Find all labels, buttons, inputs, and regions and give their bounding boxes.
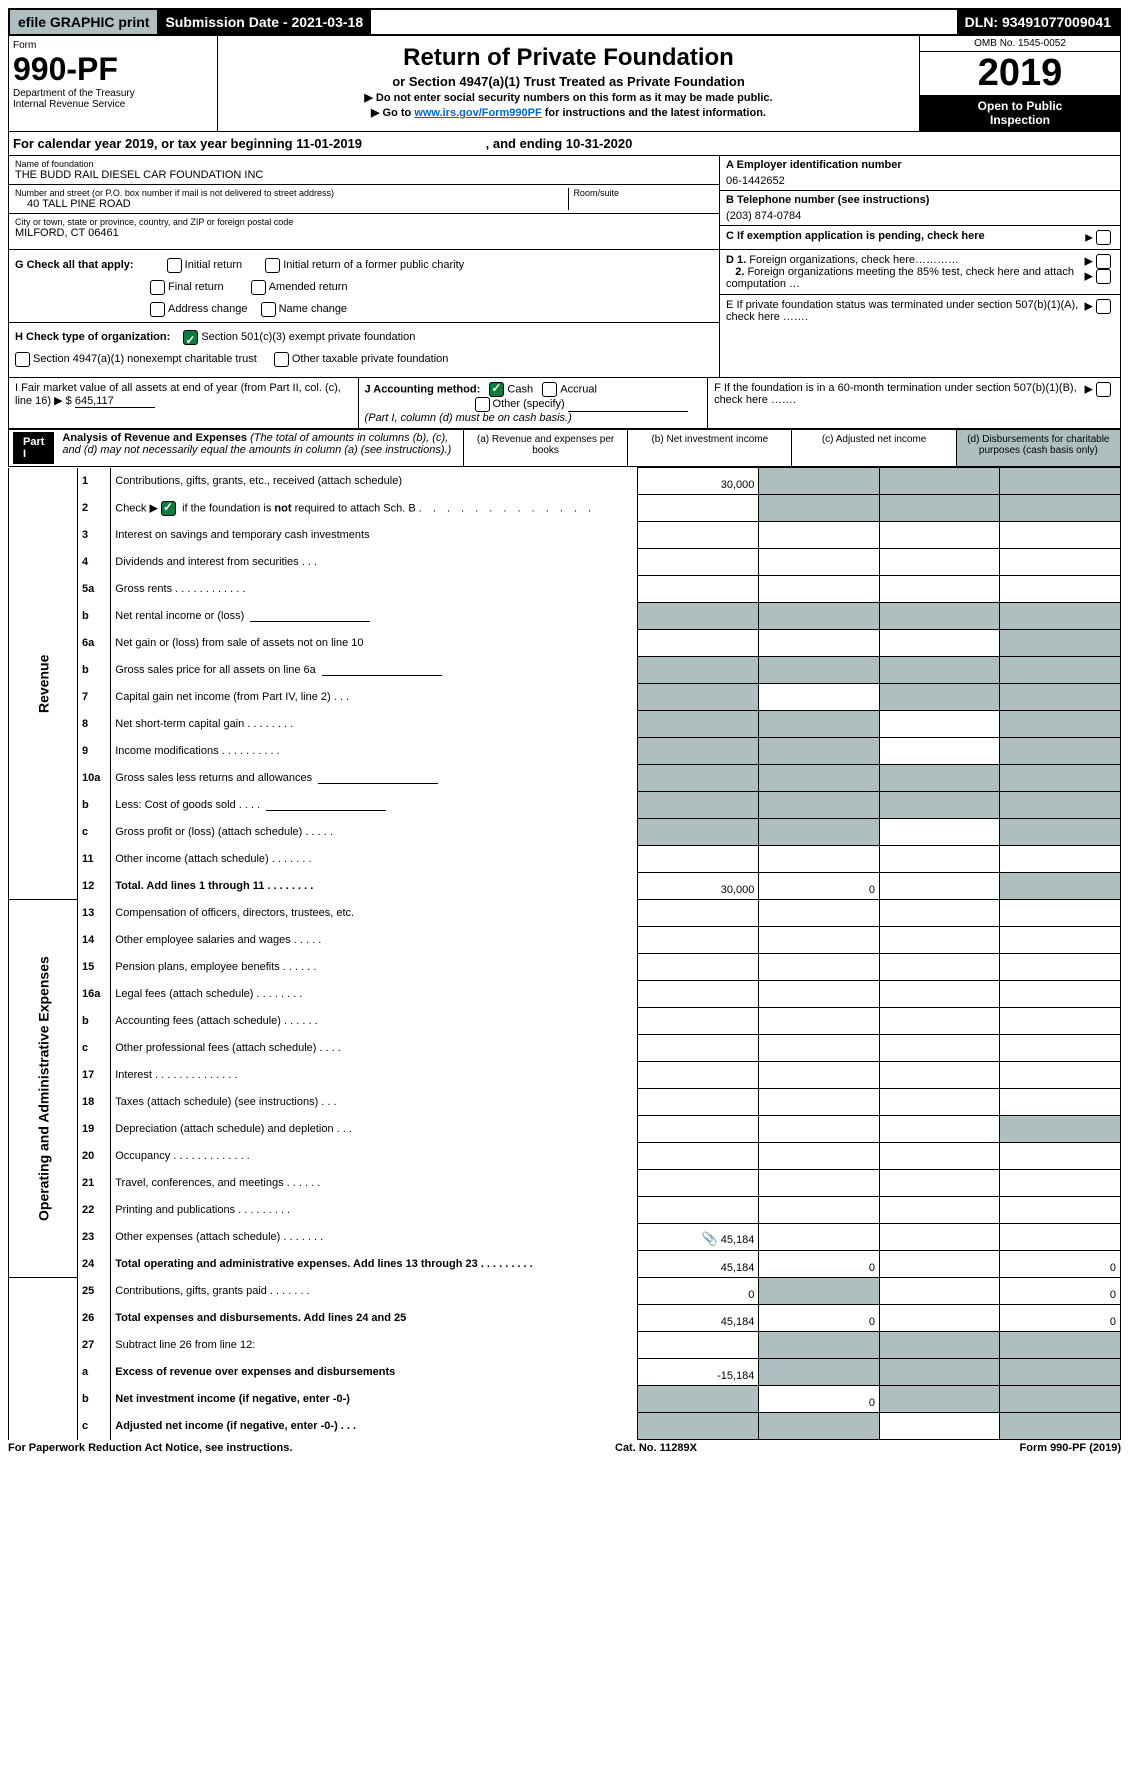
part1-header: Part I Analysis of Revenue and Expenses … [8, 429, 1121, 467]
d1-checkbox[interactable] [1096, 254, 1111, 269]
ein: 06-1442652 [726, 171, 1114, 187]
identity-block: Name of foundationTHE BUDD RAIL DIESEL C… [8, 156, 1121, 378]
j-accrual[interactable] [542, 382, 557, 397]
j-other[interactable] [475, 397, 490, 412]
e-checkbox[interactable] [1096, 299, 1111, 314]
city-state-zip: MILFORD, CT 06461 [15, 227, 713, 239]
form-number: 990-PF [13, 51, 213, 88]
omb-number: OMB No. 1545-0052 [920, 36, 1120, 52]
j-cash[interactable] [489, 382, 504, 397]
submission-date: Submission Date - 2021-03-18 [157, 10, 371, 34]
c-checkbox[interactable] [1096, 230, 1111, 245]
i-j-f-block: I Fair market value of all assets at end… [8, 378, 1121, 429]
col-b: (b) Net investment income [627, 430, 791, 466]
form-label: Form [13, 40, 213, 51]
expenses-side: Operating and Administrative Expenses [9, 900, 78, 1278]
f-checkbox[interactable] [1096, 382, 1111, 397]
analysis-table: Revenue1Contributions, gifts, grants, et… [8, 467, 1121, 1440]
top-bar: efile GRAPHIC print Submission Date - 20… [8, 8, 1121, 36]
form-header: Form 990-PF Department of the Treasury I… [8, 36, 1121, 132]
g-final[interactable] [150, 280, 165, 295]
part1-label: Part I [13, 432, 54, 464]
h-4947[interactable] [15, 352, 30, 367]
col-a: (a) Revenue and expenses per books [463, 430, 627, 466]
phone: (203) 874-0784 [726, 206, 1114, 222]
form-subtitle: or Section 4947(a)(1) Trust Treated as P… [224, 74, 913, 89]
h-501c3[interactable] [183, 330, 198, 345]
col-d: (d) Disbursements for charitable purpose… [956, 430, 1120, 466]
dept-label: Department of the Treasury [13, 88, 213, 99]
g-name[interactable] [261, 302, 276, 317]
irs-label: Internal Revenue Service [13, 99, 213, 110]
calendar-year-line: For calendar year 2019, or tax year begi… [8, 132, 1121, 156]
foundation-name: THE BUDD RAIL DIESEL CAR FOUNDATION INC [15, 169, 713, 181]
goto-line: ▶ Go to www.irs.gov/Form990PF for instru… [224, 106, 913, 119]
g-initial-former[interactable] [265, 258, 280, 273]
page-footer: For Paperwork Reduction Act Notice, see … [8, 1440, 1121, 1454]
street-address: 40 TALL PINE ROAD [15, 198, 568, 210]
dln: DLN: 93491077009041 [957, 10, 1119, 34]
g-amended[interactable] [251, 280, 266, 295]
ssn-warning: ▶ Do not enter social security numbers o… [224, 91, 913, 104]
efile-label: efile GRAPHIC print [10, 10, 157, 34]
open-public: Open to PublicInspection [920, 95, 1120, 131]
fmv-value: 645,117 [75, 395, 155, 408]
col-c: (c) Adjusted net income [791, 430, 955, 466]
form-title: Return of Private Foundation [224, 44, 913, 72]
g-address[interactable] [150, 302, 165, 317]
h-other-tax[interactable] [274, 352, 289, 367]
tax-year: 2019 [920, 52, 1120, 95]
attach-icon[interactable]: 📎 [702, 1231, 718, 1246]
form-ref: Form 990-PF (2019) [1020, 1442, 1122, 1454]
d2-checkbox[interactable] [1096, 269, 1111, 284]
g-initial[interactable] [167, 258, 182, 273]
revenue-side: Revenue [9, 468, 78, 900]
form-link[interactable]: www.irs.gov/Form990PF [414, 107, 541, 119]
